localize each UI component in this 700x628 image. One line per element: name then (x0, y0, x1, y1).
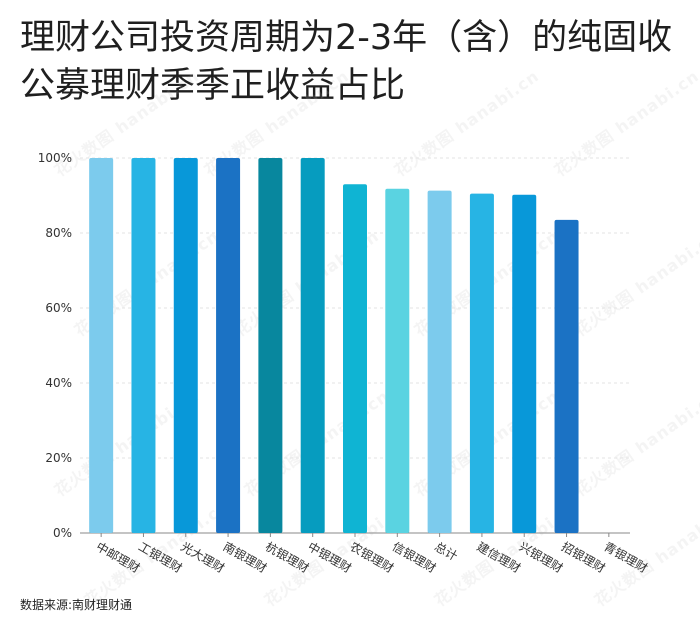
bar (427, 190, 452, 533)
x-tick-label: 建信理财 (474, 539, 523, 575)
data-source: 数据来源:南财理财通 (20, 598, 133, 612)
x-tick-label: 工银理财 (136, 539, 185, 575)
x-tick-label: 中邮理财 (94, 539, 143, 576)
chart-title: 理财公司投资周期为2-3年（含）的纯固收公募理财季季正收益占比 (20, 18, 673, 106)
bar (469, 193, 494, 533)
x-tick-label: 南银理财 (221, 539, 270, 576)
y-tick-label: 60% (45, 301, 72, 315)
y-tick-label: 20% (45, 451, 72, 465)
x-tick-label: 招银理财 (559, 539, 608, 575)
x-tick-label: 总计 (432, 539, 460, 563)
bar (216, 158, 241, 533)
bar (258, 158, 283, 533)
x-tick-label: 兴银理财 (517, 539, 566, 575)
x-tick-label: 信银理财 (390, 539, 439, 575)
y-tick-label: 80% (45, 226, 72, 240)
y-tick-label: 0% (53, 526, 72, 540)
bar (554, 219, 579, 533)
bar (300, 158, 325, 533)
x-tick-label: 光大理财 (178, 539, 227, 575)
x-tick-label: 农银理财 (348, 539, 397, 575)
bar (173, 158, 198, 533)
bar (512, 194, 537, 533)
x-tick-label: 杭银理财 (263, 539, 312, 576)
x-tick-label: 青银理财 (601, 539, 650, 575)
bar (89, 158, 114, 533)
y-tick-label: 40% (45, 376, 72, 390)
bar (385, 188, 410, 533)
y-tick-label: 100% (38, 151, 72, 165)
x-tick-label: 中银理财 (305, 539, 354, 576)
bar (131, 158, 156, 533)
bar (343, 184, 367, 533)
